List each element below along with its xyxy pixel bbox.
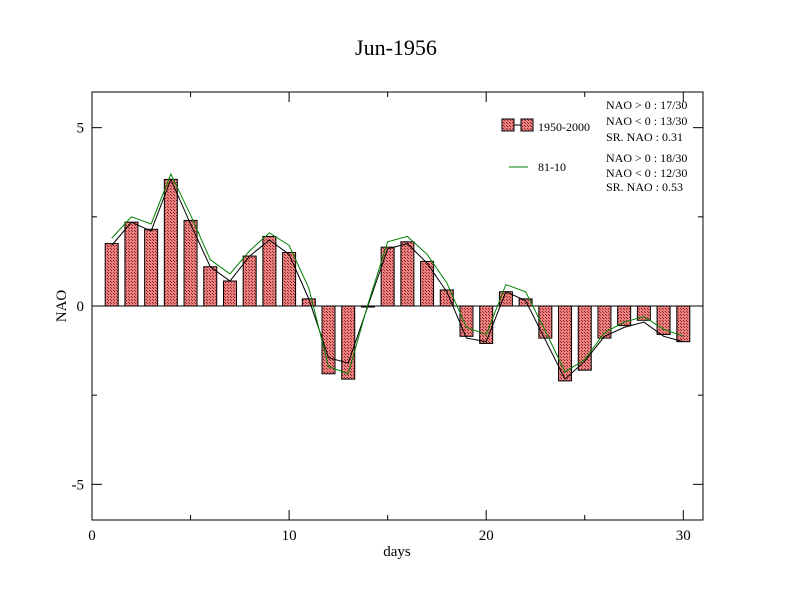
bar bbox=[538, 305, 553, 339]
x-tick-label: 10 bbox=[282, 528, 297, 544]
bar bbox=[183, 219, 198, 307]
bar bbox=[617, 305, 632, 327]
x-tick-label: 30 bbox=[676, 528, 691, 544]
line-series-81-10 bbox=[111, 172, 684, 375]
bar bbox=[459, 305, 474, 337]
bar bbox=[203, 266, 218, 307]
bar bbox=[656, 305, 671, 336]
bar bbox=[380, 246, 395, 307]
bar bbox=[163, 178, 178, 307]
stat-1950-pos: NAO > 0 : 17/30 bbox=[606, 98, 687, 112]
bar bbox=[242, 255, 257, 307]
bar bbox=[597, 305, 612, 339]
axis-ticks: 0 10 20 30 -5 0 5 bbox=[72, 92, 703, 544]
bar bbox=[222, 280, 237, 307]
bar bbox=[282, 252, 297, 307]
x-tick-label: 0 bbox=[88, 528, 96, 544]
stat-1950-sr: SR. NAO : 0.31 bbox=[606, 130, 683, 144]
legend-label-1950-2000: 1950-2000 bbox=[538, 120, 590, 134]
bar bbox=[341, 305, 356, 380]
stat-8110-sr: SR. NAO : 0.53 bbox=[606, 180, 683, 194]
bar bbox=[400, 241, 415, 307]
bar bbox=[558, 305, 573, 382]
y-tick-label: 5 bbox=[77, 121, 85, 137]
bar bbox=[420, 260, 435, 307]
stat-1950-neg: NAO < 0 : 13/30 bbox=[606, 114, 687, 128]
bar bbox=[262, 235, 277, 307]
bar bbox=[518, 298, 533, 307]
line-series bbox=[111, 172, 684, 380]
bar bbox=[104, 243, 119, 307]
bar bbox=[124, 221, 139, 307]
bar bbox=[577, 305, 592, 371]
bar bbox=[636, 305, 651, 321]
y-tick-label: 0 bbox=[77, 299, 85, 315]
legend-label-81-10: 81-10 bbox=[538, 160, 566, 174]
x-tick-label: 20 bbox=[479, 528, 494, 544]
bar bbox=[144, 228, 159, 307]
y-tick-label: -5 bbox=[72, 477, 85, 493]
legend: 1950-2000 81-10 NAO > 0 : 17/30 NAO < 0 … bbox=[501, 98, 687, 194]
bar bbox=[479, 305, 494, 344]
legend-bar-swatch-1 bbox=[501, 118, 515, 132]
stat-8110-pos: NAO > 0 : 18/30 bbox=[606, 151, 687, 165]
bar bbox=[321, 305, 336, 375]
bar-series-1950-2000 bbox=[104, 178, 691, 382]
x-axis-label: days bbox=[383, 544, 411, 560]
y-axis-label: NAO bbox=[54, 290, 70, 323]
line-series-black bbox=[111, 178, 684, 380]
legend-bar-swatch-2 bbox=[520, 118, 534, 132]
chart-title: Jun-1956 bbox=[355, 35, 437, 60]
stat-8110-neg: NAO < 0 : 12/30 bbox=[606, 166, 687, 180]
